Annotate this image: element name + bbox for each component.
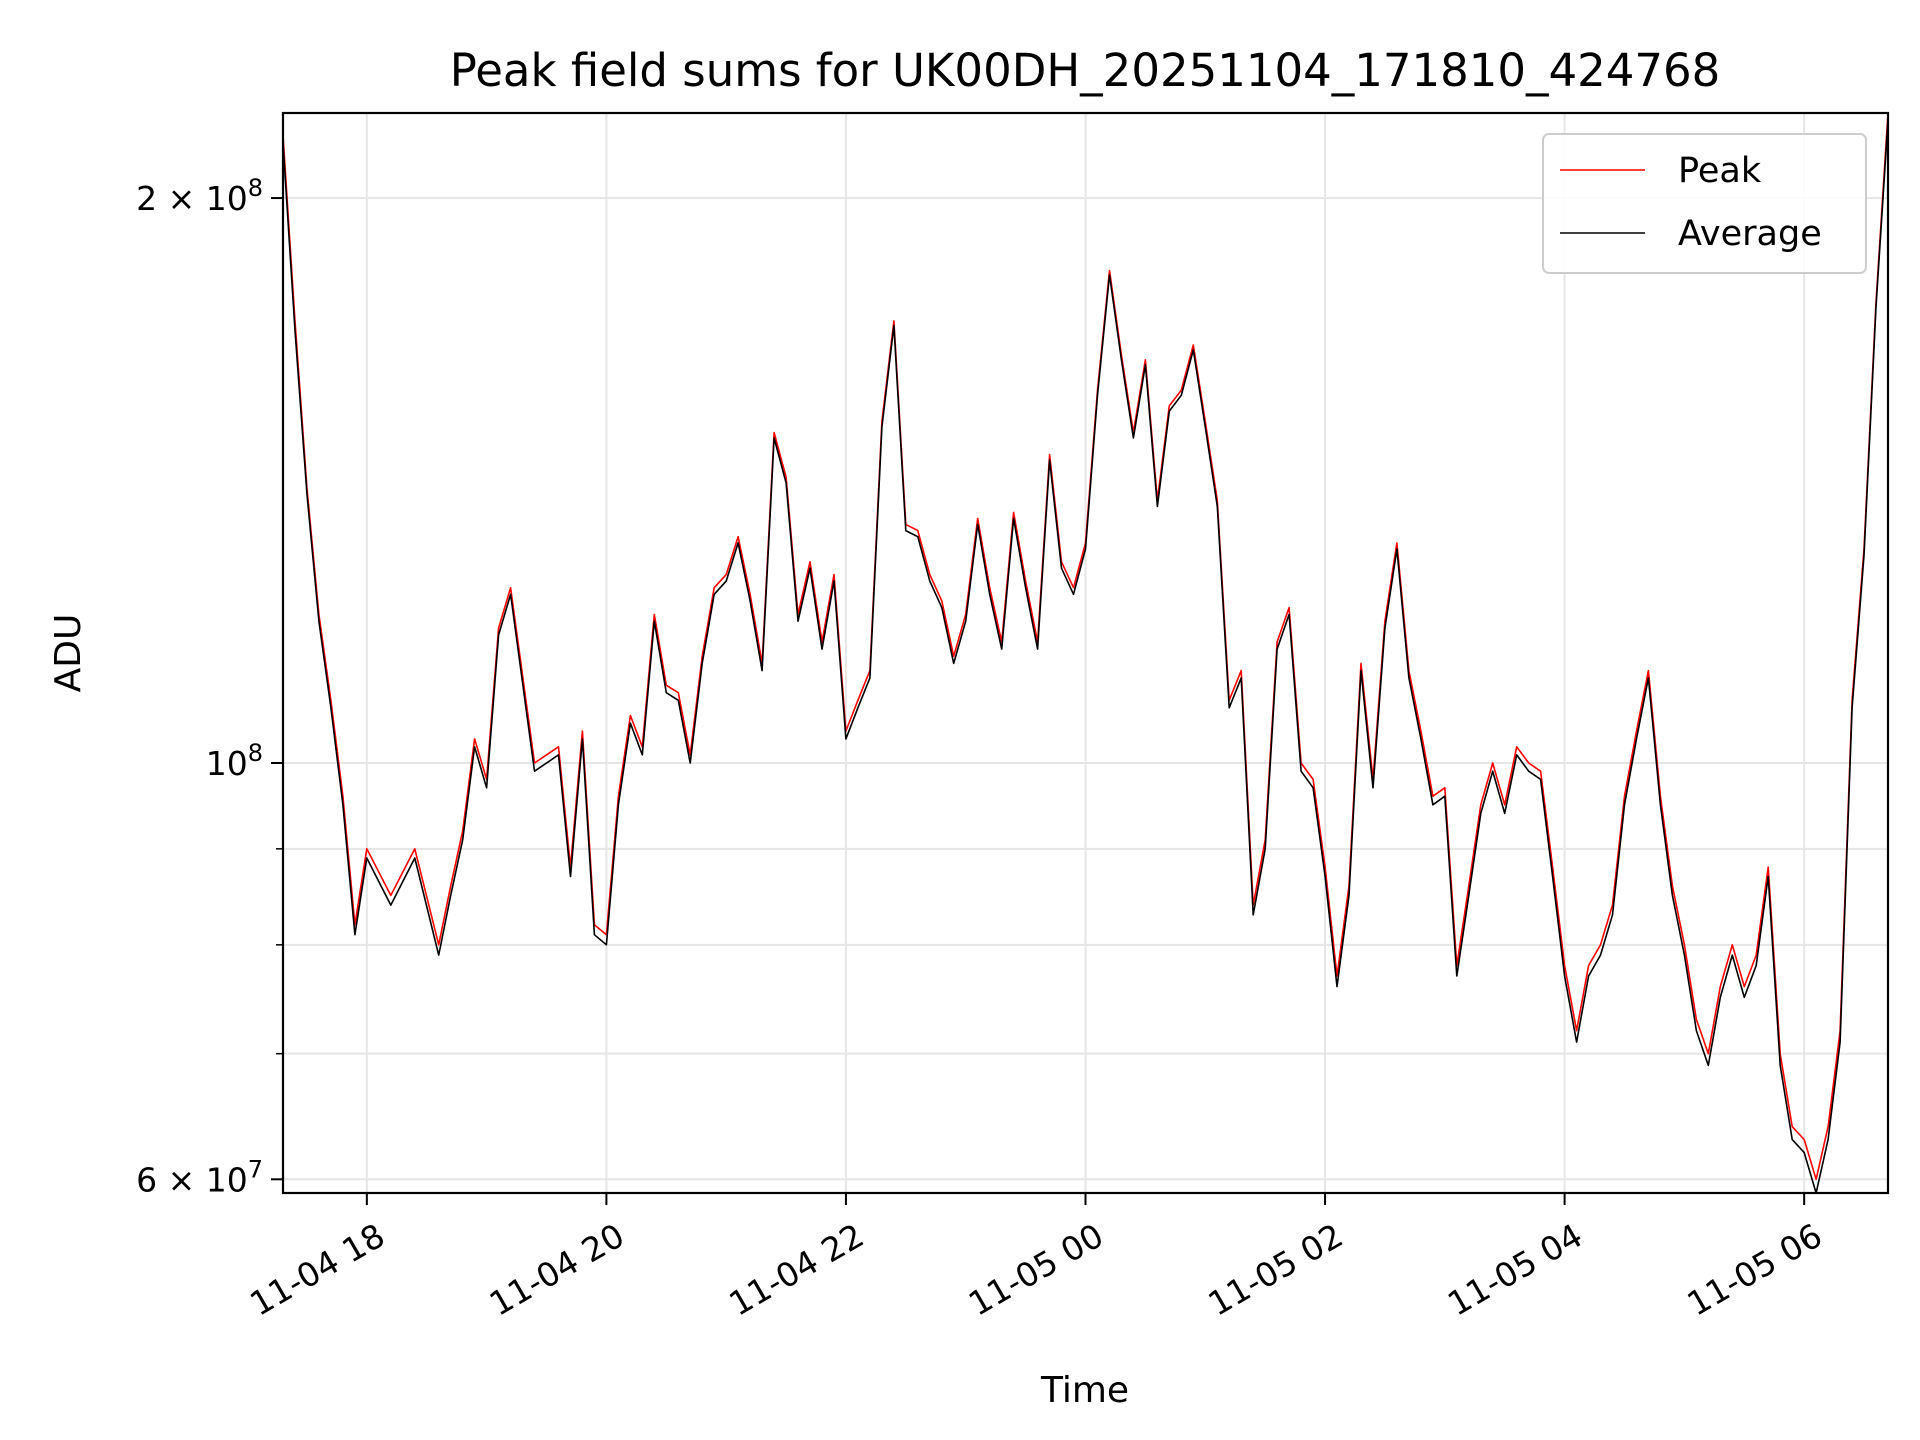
series-line-average xyxy=(283,120,1888,1193)
legend-label-average: Average xyxy=(1678,214,1822,254)
series-layer xyxy=(283,113,1888,1193)
legend-box xyxy=(1542,133,1867,274)
legend-label-peak: Peak xyxy=(1678,151,1762,191)
chart-title: Peak field sums for UK00DH_20251104_1718… xyxy=(450,44,1721,97)
legend: Peak Average xyxy=(1542,133,1867,274)
y-axis-label: ADU xyxy=(48,614,89,693)
grid-lines xyxy=(283,113,1888,1193)
y-tick-label: 2 × 108 xyxy=(136,174,263,218)
y-tick-label: 6 × 107 xyxy=(136,1155,263,1199)
x-axis-label: Time xyxy=(1040,1370,1129,1411)
